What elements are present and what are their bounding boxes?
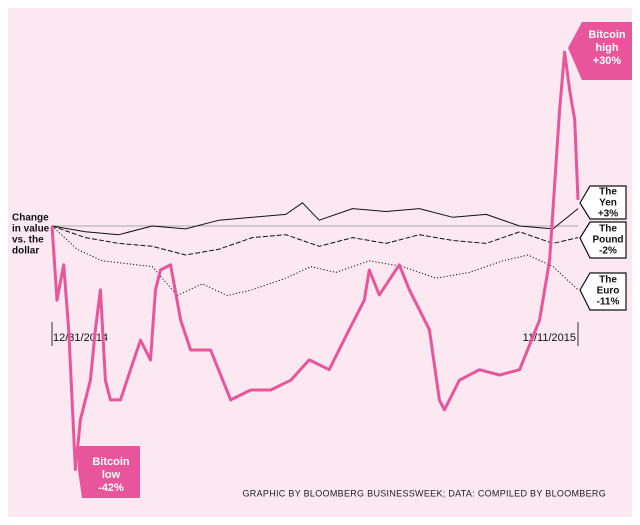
annotation-text: +3% (598, 209, 618, 220)
annotation-box (568, 22, 632, 80)
annotation-text: Bitcoin (588, 29, 626, 41)
annotation-text: Bitcoin (92, 456, 130, 468)
annotation-text: The (599, 187, 617, 198)
x-tick-label: 12/31/2014 (53, 332, 108, 344)
annotation-text: high (595, 42, 618, 54)
plot-background (8, 8, 632, 517)
annotation-text: The (599, 275, 617, 286)
annotation-text: Pound (592, 235, 623, 246)
source: GRAPHIC BY BLOOMBERG BUSINESSWEEK; DATA:… (242, 488, 606, 498)
axis-label: Change (12, 213, 49, 224)
annotation-text: -42% (98, 482, 124, 494)
series-line (50, 50, 580, 471)
series-line (51, 202, 579, 236)
annotation-text: The (599, 224, 617, 235)
annotation-text: low (102, 469, 121, 481)
annotation-box (78, 446, 140, 498)
annotation-box (579, 221, 627, 259)
annotation-text: -11% (597, 297, 620, 308)
axis-label: dollar (12, 246, 39, 257)
axis-label: in value (12, 224, 50, 235)
axis-label: vs. the (12, 235, 44, 246)
annotation-box (579, 185, 627, 220)
annotation-text: +30% (593, 55, 622, 67)
series-line (51, 225, 579, 256)
annotation-text: Euro (597, 286, 620, 297)
x-tick-label: 11/11/2015 (523, 332, 576, 344)
annotation-box (579, 272, 627, 311)
annotation-text: Yen (599, 198, 617, 209)
annotation-text: -2% (599, 246, 617, 257)
